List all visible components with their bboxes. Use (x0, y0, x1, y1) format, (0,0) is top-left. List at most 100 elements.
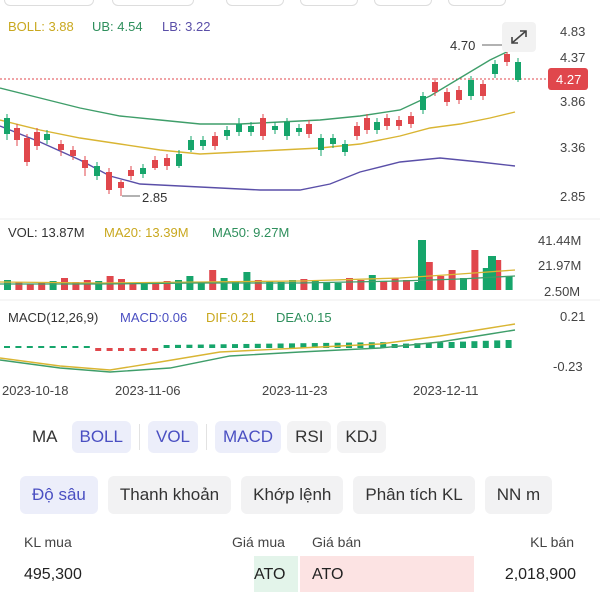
stock-chart[interactable]: 4.70 2.85 4.83 4.37 3.86 3.36 2.85 4.27 … (0, 0, 600, 410)
tab-khop-lenh[interactable]: Khớp lệnh (241, 476, 344, 514)
candle-body (260, 118, 266, 136)
volume-bar (118, 279, 125, 290)
macd-bar (334, 342, 341, 348)
indicator-chip-ma[interactable]: MA (32, 427, 58, 446)
boll-upper-line (0, 47, 516, 125)
candle-body (396, 120, 402, 126)
candle-body (24, 138, 30, 162)
sell-price-value[interactable]: ATO (312, 566, 344, 583)
price-axis-tick: 4.37 (560, 50, 585, 65)
candlesticks (4, 48, 521, 196)
volume-bar (129, 283, 137, 290)
indicator-chip-boll[interactable]: BOLL (71, 421, 131, 453)
top-toolbar-remnant (0, 0, 600, 6)
candle-body (354, 126, 360, 136)
candle-body (342, 144, 348, 152)
tab-thanh-khoan[interactable]: Thanh khoản (107, 476, 232, 514)
macd-bar (83, 346, 90, 348)
candle-body (444, 92, 450, 102)
macd-bar (437, 342, 444, 348)
indicator-chip-rsi[interactable]: RSI (287, 421, 332, 453)
macd-dif-line (0, 323, 516, 371)
tab-phan-tich-kl[interactable]: Phân tích KL (353, 476, 475, 514)
candle-body (70, 150, 76, 156)
macd-bar (61, 346, 67, 348)
market-data-tabs: Độ sâu Thanh khoản Khớp lệnh Phân tích K… (20, 476, 562, 514)
macd-bar (482, 340, 489, 348)
chip-divider (206, 424, 208, 450)
volume-bar (334, 283, 342, 290)
candle-body (284, 122, 290, 136)
volume-bar (494, 260, 502, 290)
volume-bar (346, 278, 353, 290)
price-chart-canvas[interactable]: 4.70 2.85 4.83 4.37 3.86 3.36 2.85 4.27 … (0, 0, 600, 410)
candle-body (152, 160, 158, 168)
macd-bar (72, 346, 79, 348)
candle-body (44, 134, 50, 140)
candle-body (82, 160, 88, 168)
tab-nn[interactable]: NN m (484, 476, 553, 514)
buy-volume-header: KL mua (24, 534, 72, 550)
candle-body (94, 166, 100, 176)
boll-upper-label: UB: 4.54 (92, 19, 143, 34)
sell-volume-value: 2,018,900 (504, 566, 576, 583)
volume-bar (391, 278, 399, 290)
expand-button[interactable] (502, 22, 536, 52)
tab-do-sau[interactable]: Độ sâu (20, 476, 98, 514)
volume-bar (15, 282, 23, 290)
buy-price-header: Giá mua (232, 534, 285, 550)
volume-bar (471, 250, 479, 290)
macd-bar (414, 343, 421, 348)
macd-histogram (4, 340, 512, 351)
macd-bar (38, 346, 45, 348)
volume-bar (357, 280, 365, 290)
volume-bar (448, 270, 456, 290)
indicator-chip-macd[interactable]: MACD (215, 421, 282, 453)
candle-body (106, 172, 112, 190)
macd-bar (118, 348, 124, 351)
expand-arrows-icon (511, 30, 527, 44)
volume-bar (140, 282, 148, 290)
price-axis-tick: 3.86 (560, 94, 585, 109)
boll-lower-line (0, 125, 516, 191)
macd-lines (0, 323, 516, 373)
volume-bar (38, 283, 46, 290)
macd-value-label: MACD:0.06 (120, 310, 188, 325)
high-price-label: 4.70 (450, 38, 475, 53)
volume-bar (505, 276, 513, 290)
candle-body (374, 122, 380, 130)
volume-ma50-label: MA50: 9.27M (212, 225, 290, 240)
macd-bar (209, 344, 216, 348)
volume-bar (72, 282, 80, 290)
volume-bar (152, 284, 160, 290)
sell-price-header: Giá bán (312, 534, 362, 550)
macd-bar (186, 344, 193, 348)
volume-bar (368, 275, 376, 290)
candle-body (224, 130, 230, 136)
volume-value-label: VOL: 13.87M (8, 225, 85, 240)
bollinger-bands (0, 47, 516, 191)
sell-depth-bar (300, 556, 474, 592)
volume-bar (403, 280, 410, 290)
candle-body (318, 138, 324, 150)
volume-bar (26, 284, 34, 290)
price-axis-tick: 4.83 (560, 24, 585, 39)
macd-bar (277, 343, 284, 348)
macd-axis-tick: -0.23 (553, 359, 583, 374)
volume-bar-peak (488, 256, 496, 290)
date-axis-tick: 2023-11-06 (115, 383, 181, 398)
volume-bar (175, 280, 182, 290)
candle-body (212, 136, 218, 146)
buy-price-value[interactable]: ATO (254, 566, 286, 583)
macd-dea-label: DEA:0.15 (276, 310, 332, 325)
macd-bar (266, 343, 273, 348)
macd-bar (163, 345, 170, 348)
volume-ma20-line (0, 269, 516, 284)
indicator-chip-vol[interactable]: VOL (147, 421, 199, 453)
volume-bar (380, 281, 388, 290)
candle-body (306, 124, 312, 134)
indicator-chip-kdj[interactable]: KDJ (337, 421, 386, 453)
candle-body (456, 90, 462, 100)
candle-body (164, 158, 170, 166)
macd-bar (197, 344, 204, 348)
